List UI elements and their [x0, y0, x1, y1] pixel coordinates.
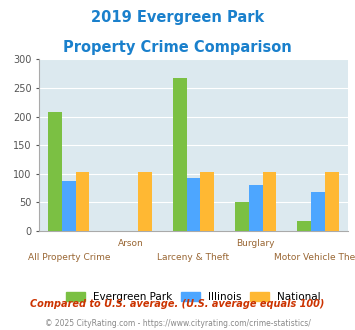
- Text: 2019 Evergreen Park: 2019 Evergreen Park: [91, 10, 264, 25]
- Bar: [235, 202, 249, 231]
- Text: Motor Vehicle Theft: Motor Vehicle Theft: [274, 253, 355, 262]
- Bar: [62, 181, 76, 231]
- Bar: [187, 178, 200, 231]
- Text: Burglary: Burglary: [236, 239, 275, 248]
- Legend: Evergreen Park, Illinois, National: Evergreen Park, Illinois, National: [62, 288, 325, 306]
- Text: Arson: Arson: [118, 239, 144, 248]
- Bar: [138, 172, 152, 231]
- Bar: [297, 221, 311, 231]
- Bar: [325, 172, 339, 231]
- Bar: [76, 172, 89, 231]
- Text: Property Crime Comparison: Property Crime Comparison: [63, 40, 292, 54]
- Text: © 2025 CityRating.com - https://www.cityrating.com/crime-statistics/: © 2025 CityRating.com - https://www.city…: [45, 319, 310, 328]
- Text: Larceny & Theft: Larceny & Theft: [157, 253, 230, 262]
- Text: All Property Crime: All Property Crime: [28, 253, 110, 262]
- Bar: [263, 172, 276, 231]
- Bar: [173, 78, 187, 231]
- Bar: [200, 172, 214, 231]
- Bar: [311, 192, 325, 231]
- Bar: [249, 185, 263, 231]
- Text: Compared to U.S. average. (U.S. average equals 100): Compared to U.S. average. (U.S. average …: [30, 299, 325, 309]
- Bar: [48, 112, 62, 231]
